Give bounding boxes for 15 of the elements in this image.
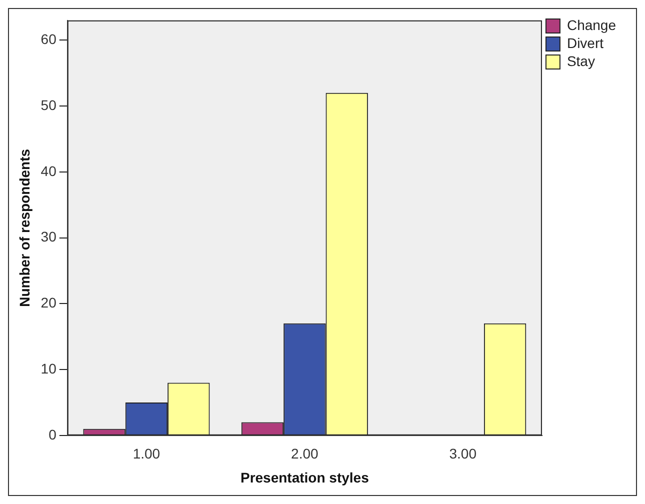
x-tick-label: 1.00 <box>132 446 160 462</box>
y-tick-label: 60 <box>40 31 57 48</box>
y-tick-label: 20 <box>40 294 57 311</box>
x-tick-label: 3.00 <box>449 446 477 462</box>
y-axis-title: Number of respondents <box>16 148 32 307</box>
legend-label: Change <box>566 16 616 33</box>
y-tick-label: 10 <box>40 360 57 376</box>
y-tick-label: 50 <box>40 96 57 113</box>
x-axis-title: Presentation styles <box>240 469 370 486</box>
x-tick-label: 2.00 <box>291 446 319 462</box>
y-tick-label: 0 <box>48 426 57 442</box>
legend-label: Stay <box>566 52 595 69</box>
y-tick-label: 30 <box>40 228 57 245</box>
legend-label: Divert <box>566 34 604 51</box>
y-tick-label: 40 <box>40 162 57 179</box>
